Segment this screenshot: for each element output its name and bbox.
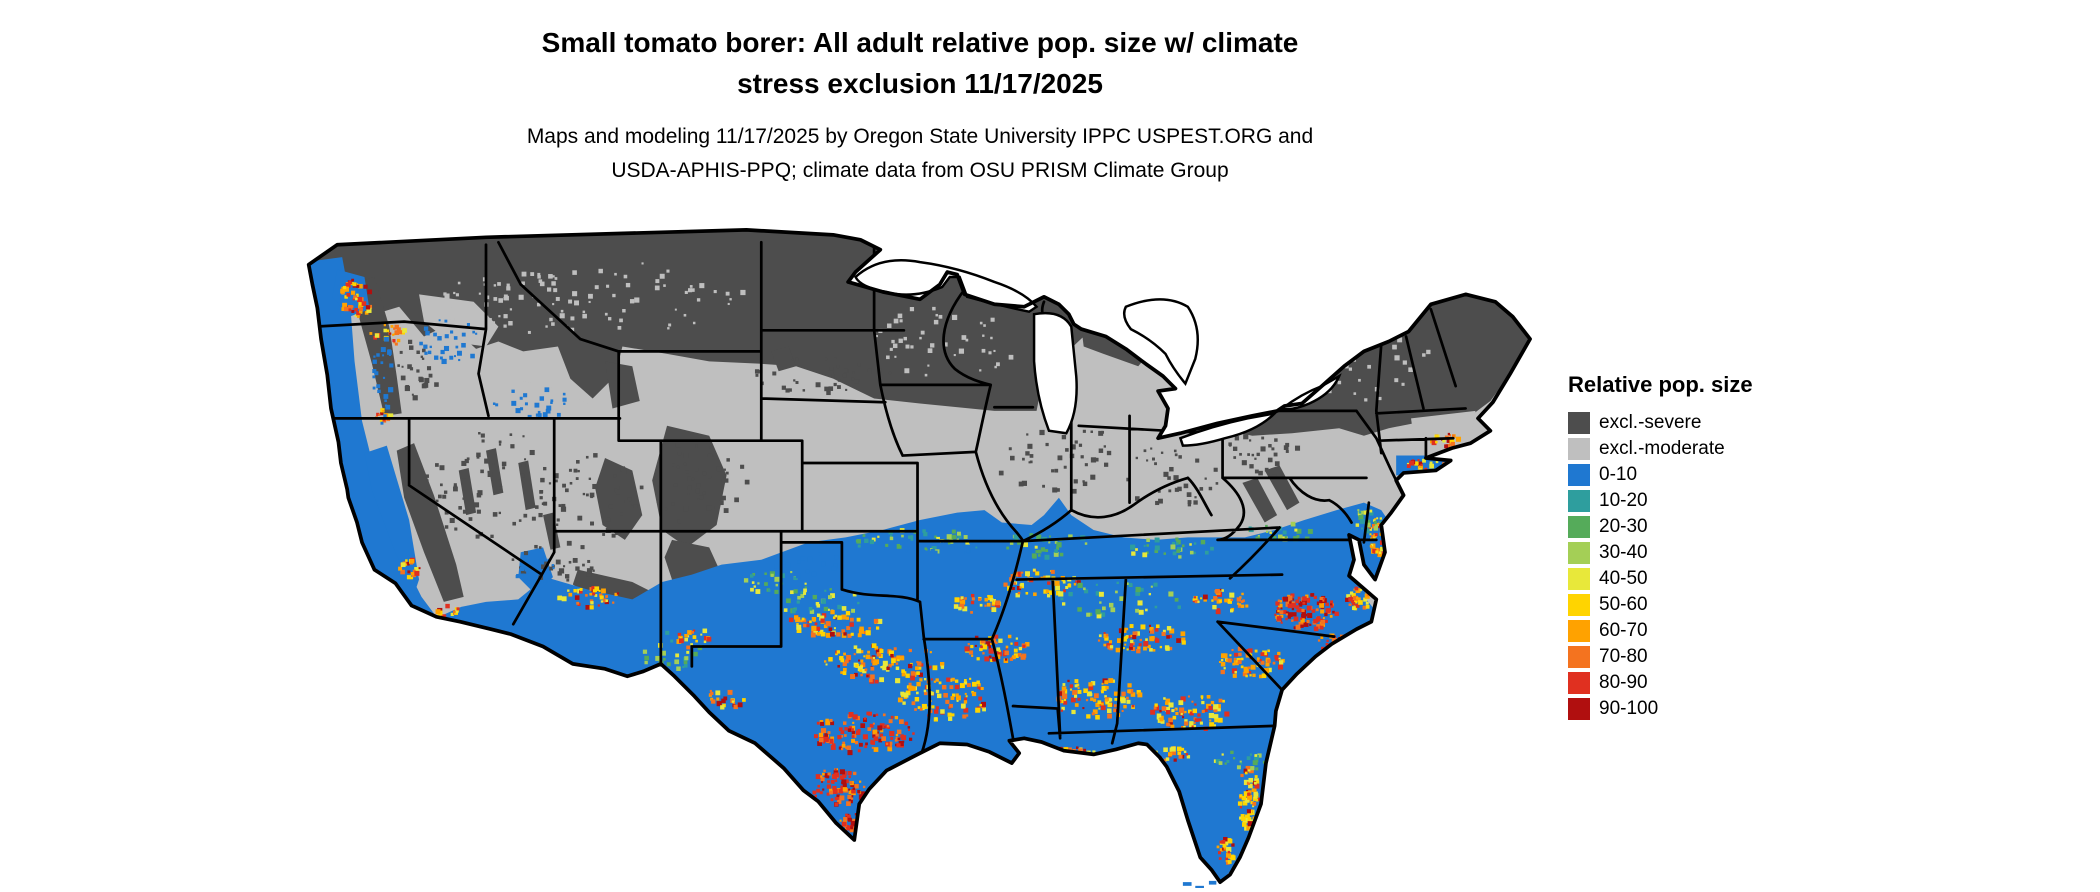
region-low-central-valley: [364, 445, 420, 595]
legend-label: 30-40: [1599, 542, 1648, 563]
legend-label: excl.-moderate: [1599, 438, 1725, 459]
region-excl-severe-sierra: [396, 443, 464, 602]
map-title-line1: Small tomato borer: All adult relative p…: [541, 27, 1299, 58]
map-subtitle: Maps and modeling 11/17/2025 by Oregon S…: [0, 120, 1840, 188]
region-excl-severe-nv2: [518, 460, 536, 511]
legend-label: 50-60: [1599, 594, 1648, 615]
map-title-line2: stress exclusion 11/17/2025: [737, 68, 1103, 99]
legend-entry: 10-20: [1568, 488, 1753, 514]
legend-entry: 90-100: [1568, 696, 1753, 722]
florida-keys: [1182, 880, 1217, 890]
map-subtitle-line1: Maps and modeling 11/17/2025 by Oregon S…: [526, 125, 1314, 148]
legend-entry: 80-90: [1568, 670, 1753, 696]
legend-entry: 40-50: [1568, 566, 1753, 592]
legend-label: 90-100: [1599, 698, 1659, 719]
legend-label: 0-10: [1599, 464, 1638, 485]
legend-label: 40-50: [1599, 568, 1648, 589]
legend-entry: 70-80: [1568, 644, 1753, 670]
legend-label: 20-30: [1599, 516, 1648, 537]
legend: Relative pop. size excl.-severe excl.-mod…: [1568, 372, 1753, 722]
us-map: [306, 228, 1532, 890]
us-outline: [306, 228, 1532, 884]
us-map-container: [300, 224, 1540, 890]
legend-swatch: [1568, 542, 1590, 564]
lake-huron: [1122, 298, 1199, 387]
legend-swatch: [1568, 516, 1590, 538]
legend-swatch: [1568, 594, 1590, 616]
legend-entry: excl.-moderate: [1568, 436, 1753, 462]
legend-swatch: [1568, 490, 1590, 512]
legend-swatch: [1568, 620, 1590, 642]
map-title: Small tomato borer: All adult relative p…: [0, 22, 1840, 104]
lake-erie: [1178, 411, 1279, 447]
region-low-south: [438, 497, 1392, 883]
legend-label: 10-20: [1599, 490, 1648, 511]
legend-entry: 30-40: [1568, 540, 1753, 566]
region-low-pacific-coast: [308, 257, 437, 625]
legend-label: 80-90: [1599, 672, 1648, 693]
patch-moderate-east-washington: [419, 294, 499, 347]
region-excl-severe-blackhills: [771, 346, 796, 372]
legend-swatch: [1568, 464, 1590, 486]
legend-swatch: [1568, 698, 1590, 720]
region-excl-severe-yellowstone: [605, 361, 640, 409]
legend-entry: 50-60: [1568, 592, 1753, 618]
legend-entry: 20-30: [1568, 514, 1753, 540]
state-borders: [313, 240, 1467, 762]
region-excl-severe-nv1: [486, 448, 504, 496]
region-excl-severe-nv4: [543, 512, 561, 550]
legend-label: 60-70: [1599, 620, 1648, 641]
legend-swatch: [1568, 646, 1590, 668]
legend-entry: excl.-severe: [1568, 410, 1753, 436]
legend-label: excl.-severe: [1599, 412, 1702, 433]
legend-entry: 60-70: [1568, 618, 1753, 644]
region-excl-severe-appalachia1: [1242, 477, 1278, 523]
legend-entries: excl.-severe excl.-moderate 0-10 10-20 20-30…: [1568, 410, 1753, 722]
legend-label: 70-80: [1599, 646, 1648, 667]
legend-swatch: [1568, 568, 1590, 590]
legend-entry: 0-10: [1568, 462, 1753, 488]
lake-michigan: [1032, 311, 1078, 435]
region-excl-severe-nv3: [458, 467, 477, 516]
legend-swatch: [1568, 672, 1590, 694]
legend-swatch: [1568, 438, 1590, 460]
legend-title: Relative pop. size: [1568, 372, 1753, 397]
map-subtitle-line2: USDA-APHIS-PPQ; climate data from OSU PR…: [611, 159, 1229, 182]
legend-swatch: [1568, 412, 1590, 434]
